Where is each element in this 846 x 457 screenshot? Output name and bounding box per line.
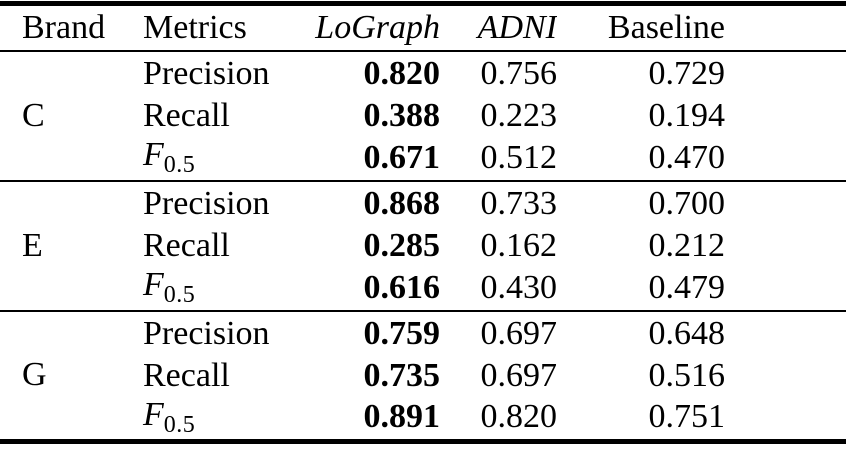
- f-score-subscript: 0.5: [163, 282, 196, 308]
- value-lograph: 0.671: [363, 138, 441, 176]
- spacer-cell: [725, 266, 846, 311]
- metric-label-f05: F0.5: [121, 136, 296, 181]
- spacer-cell: [725, 226, 846, 266]
- value-adni: 0.697: [480, 314, 558, 352]
- value-adni: 0.223: [480, 96, 558, 134]
- spacer-cell: [725, 96, 846, 136]
- value-lograph: 0.759: [363, 314, 441, 352]
- metric-label: Precision: [143, 314, 270, 352]
- brand-label-c: C: [22, 96, 45, 134]
- column-header-baseline: Baseline: [607, 8, 725, 46]
- value-lograph: 0.285: [363, 226, 441, 264]
- value-lograph: 0.616: [363, 268, 441, 306]
- value-adni: 0.756: [480, 54, 558, 92]
- value-baseline: 0.648: [648, 314, 726, 352]
- value-baseline: 0.751: [648, 398, 726, 435]
- brand-group-g: G Precision 0.759 0.697 0.648 Recall 0.7…: [0, 310, 846, 442]
- header-row: Brand Metrics LoGraph ADNI Baseline: [0, 4, 846, 51]
- column-header-adni: ADNI: [477, 8, 557, 46]
- value-lograph: 0.820: [363, 54, 441, 92]
- column-header-brand: Brand: [22, 8, 106, 46]
- brand-label-g: G: [22, 356, 47, 393]
- f-score-subscript: 0.5: [163, 152, 196, 178]
- metric-label: Precision: [143, 184, 270, 222]
- metric-label: Precision: [143, 54, 270, 92]
- metric-label: Recall: [143, 226, 230, 264]
- metric-label-f05: F0.5: [121, 396, 296, 442]
- table-row: Recall 0.388 0.223 0.194: [0, 96, 846, 136]
- brand-group-e: E Precision 0.868 0.733 0.700 Recall 0.2…: [0, 180, 846, 311]
- column-header-lograph: LoGraph: [315, 8, 440, 46]
- table-row: Recall 0.735 0.697 0.516: [0, 356, 846, 396]
- f-score-subscript: 0.5: [163, 411, 196, 438]
- value-baseline: 0.470: [648, 138, 726, 176]
- value-lograph: 0.388: [363, 96, 441, 134]
- spacer-cell: [725, 181, 846, 226]
- table-row: F0.5 0.671 0.512 0.470: [0, 136, 846, 181]
- value-adni: 0.430: [480, 268, 558, 306]
- value-lograph: 0.891: [363, 398, 441, 435]
- brand-label-e: E: [22, 226, 43, 264]
- spacer-cell: [725, 4, 846, 51]
- brand-group-c: C Precision 0.820 0.756 0.729 Recall 0.3…: [0, 51, 846, 181]
- value-adni: 0.820: [480, 398, 558, 435]
- column-header-metrics: Metrics: [143, 8, 247, 46]
- value-adni: 0.162: [480, 226, 558, 264]
- spacer-cell: [725, 136, 846, 181]
- f-score-symbol: F: [143, 395, 164, 433]
- f-score-symbol: F: [143, 136, 164, 173]
- value-baseline: 0.729: [648, 54, 726, 92]
- value-baseline: 0.700: [648, 184, 726, 222]
- value-baseline: 0.516: [648, 356, 726, 394]
- value-baseline: 0.194: [648, 96, 726, 134]
- metrics-comparison-table: Brand Metrics LoGraph ADNI Baseline C Pr…: [0, 1, 846, 444]
- table-header: Brand Metrics LoGraph ADNI Baseline: [0, 4, 846, 51]
- value-adni: 0.512: [480, 138, 558, 176]
- value-baseline: 0.212: [648, 226, 726, 264]
- table-row: F0.5 0.891 0.820 0.751: [0, 396, 846, 442]
- metric-label-f05: F0.5: [121, 266, 296, 311]
- value-adni: 0.697: [480, 356, 558, 394]
- table-row: G Precision 0.759 0.697 0.648: [0, 311, 846, 394]
- table-row: F0.5 0.616 0.430 0.479: [0, 266, 846, 311]
- table-row: Recall 0.285 0.162 0.212: [0, 226, 846, 266]
- spacer-cell: [725, 396, 846, 442]
- paper-results-table: Brand Metrics LoGraph ADNI Baseline C Pr…: [0, 1, 846, 444]
- value-lograph: 0.735: [363, 356, 441, 394]
- spacer-cell: [725, 311, 846, 356]
- value-adni: 0.733: [480, 184, 558, 222]
- value-baseline: 0.479: [648, 268, 726, 306]
- table-row: E Precision 0.868 0.733 0.700: [0, 181, 846, 264]
- value-lograph: 0.868: [363, 184, 441, 222]
- metric-label: Recall: [143, 96, 230, 134]
- table-row: C Precision 0.820 0.756 0.729: [0, 51, 846, 134]
- f-score-symbol: F: [143, 266, 164, 303]
- spacer-cell: [725, 356, 846, 396]
- metric-label: Recall: [143, 356, 230, 394]
- spacer-cell: [725, 51, 846, 96]
